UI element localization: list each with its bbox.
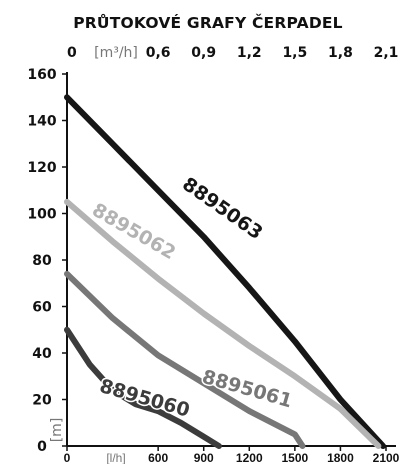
- bottom-tick-label: 1500: [282, 451, 309, 464]
- top-tick-label: 0,6: [146, 45, 171, 61]
- bottom-tick-label: 0: [64, 451, 71, 464]
- top-tick-label: 2,1: [374, 45, 399, 61]
- y-axis-unit: [m]: [49, 418, 65, 443]
- bottom-tick-label: 600: [148, 451, 168, 464]
- bottom-tick-label: 900: [194, 451, 214, 464]
- series-label-8895063: 8895063: [178, 173, 266, 244]
- top-tick-label: 1,2: [237, 45, 262, 61]
- series-line-8895060: [64, 326, 222, 449]
- bottom-x-axis-unit: [l/h]: [106, 451, 125, 464]
- bottom-tick-label: 2100: [373, 451, 400, 464]
- y-tick-label: 40: [32, 346, 52, 362]
- top-x-axis-unit: [m³/h]: [94, 45, 138, 61]
- top-tick-label: 0: [67, 45, 77, 61]
- series-line-8895063: [64, 94, 386, 449]
- y-tick-label: 140: [27, 114, 56, 130]
- bottom-tick-label: 1200: [236, 451, 263, 464]
- y-tick-label: 100: [27, 207, 56, 223]
- y-tick-label: 0: [37, 439, 47, 455]
- series-line-8895062: [64, 198, 382, 449]
- bottom-tick-label: 1800: [327, 451, 354, 464]
- series-line-8895061: [64, 270, 306, 449]
- top-tick-label: 1,8: [328, 45, 353, 61]
- y-tick-label: 80: [32, 253, 52, 269]
- top-tick-label: 0,9: [191, 45, 216, 61]
- series-label-8895060: 8895060: [97, 375, 192, 422]
- y-tick-label: 60: [32, 300, 52, 316]
- series-label-8895061: 8895061: [200, 366, 295, 413]
- y-axis: 0 20 40 60 80 100 120 140 160: [27, 67, 67, 455]
- series-layer: [64, 94, 386, 449]
- y-tick-label: 20: [32, 393, 52, 409]
- bottom-x-axis: 0 600 900 1200 1500 1800 2100: [64, 446, 400, 464]
- top-x-axis: 0 0,6 0,9 1,2 1,5 1,8 2,1: [67, 45, 398, 61]
- chart-title: PRŮTOKOVÉ GRAFY ČERPADEL: [73, 13, 343, 32]
- y-tick-label: 160: [27, 67, 56, 83]
- top-tick-label: 1,5: [282, 45, 307, 61]
- y-tick-label: 120: [27, 160, 56, 176]
